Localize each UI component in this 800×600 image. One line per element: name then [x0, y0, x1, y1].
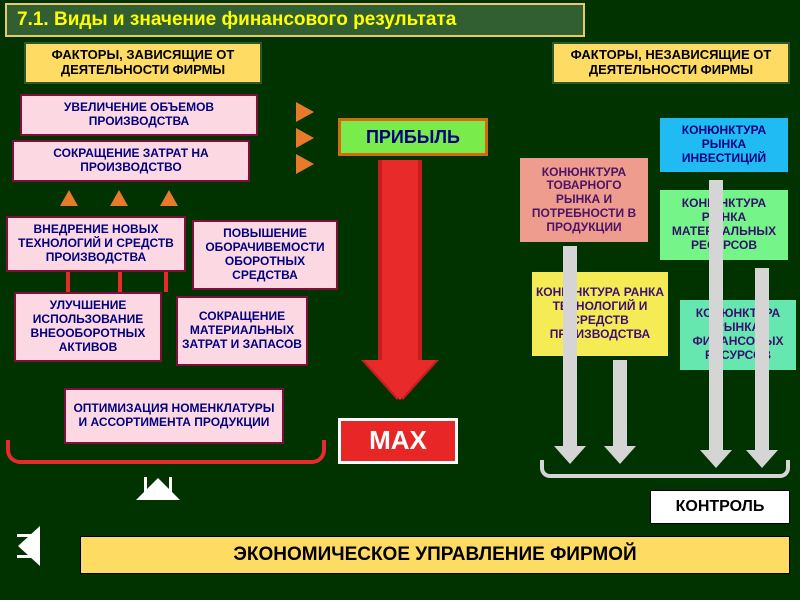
page-title: 7.1. Виды и значение финансового результ… [5, 3, 585, 37]
tri-right-1 [296, 102, 314, 122]
vline-2 [118, 272, 122, 292]
left-factor-turnover: ПОВЫШЕНИЕ ОБОРАЧИВЕМОСТИ ОБОРОТНЫХ СРЕДС… [192, 220, 338, 290]
left-factor-cost: СОКРАЩЕНИЕ ЗАТРАТ НА ПРОИЗВОДСТВО [12, 140, 250, 182]
vline-3 [164, 272, 168, 292]
tri-right-3 [296, 154, 314, 174]
left-factor-assets: УЛУЧШЕНИЕ ИСПОЛЬЗОВАНИЕ ВНЕООБОРОТНЫХ АК… [14, 292, 162, 362]
max-box: MAX [338, 418, 458, 464]
right-factor-invest: КОНЮНКТУРА РЫНКА ИНВЕСТИЦИЙ [660, 118, 788, 172]
left-hook-line [6, 440, 326, 464]
left-factor-assortment: ОПТИМИЗАЦИЯ НОМЕНКЛАТУРЫ И АССОРТИМЕНТА … [64, 388, 284, 444]
tri-right-2 [296, 128, 314, 148]
left-factor-material: СОКРАЩЕНИЕ МАТЕРИАЛЬНЫХ ЗАТРАТ И ЗАПАСОВ [176, 296, 308, 366]
right-factor-tech: КОНЮНКТУРА РАНКА ТЕХНОЛОГИЙ И СРЕДСТВ ПР… [532, 272, 668, 356]
right-factor-market: КОНЮНКТУРА ТОВАРНОГО РЫНКА И ПОТРЕБНОСТИ… [520, 158, 648, 242]
right-factor-finance: КОНЮНКТУРА РЫНКА ФИНАНСОВЫХ РЕСУРСОВ [680, 300, 796, 370]
tri-up-3 [160, 190, 178, 206]
tri-up-2 [110, 190, 128, 206]
right-factor-material: КОНЮНКТУРА РЫНКА МАТЕРИАЛЬНЫХ РЕСУРСОВ [660, 190, 788, 260]
left-factor-tech: ВНЕДРЕНИЕ НОВЫХ ТЕХНОЛОГИЙ И СРЕДСТВ ПРО… [6, 216, 186, 272]
left-factor-volume: УВЕЛИЧЕНИЕ ОБЪЕМОВ ПРОИЗВОДСТВА [20, 94, 258, 136]
right-factors-header: ФАКТОРЫ, НЕЗАВИСЯЩИЕ ОТ ДЕЯТЕЛЬНОСТИ ФИР… [552, 42, 790, 84]
control-box: КОНТРОЛЬ [650, 490, 790, 524]
merge-bracket [540, 460, 790, 478]
profit-box: ПРИБЫЛЬ [338, 118, 488, 156]
vline-1 [66, 272, 70, 292]
left-factors-header: ФАКТОРЫ, ЗАВИСЯЩИЕ ОТ ДЕЯТЕЛЬНОСТИ ФИРМЫ [24, 42, 262, 84]
bottom-bar: ЭКОНОМИЧЕСКОЕ УПРАВЛЕНИЕ ФИРМОЙ [80, 536, 790, 574]
tri-up-1 [60, 190, 78, 206]
